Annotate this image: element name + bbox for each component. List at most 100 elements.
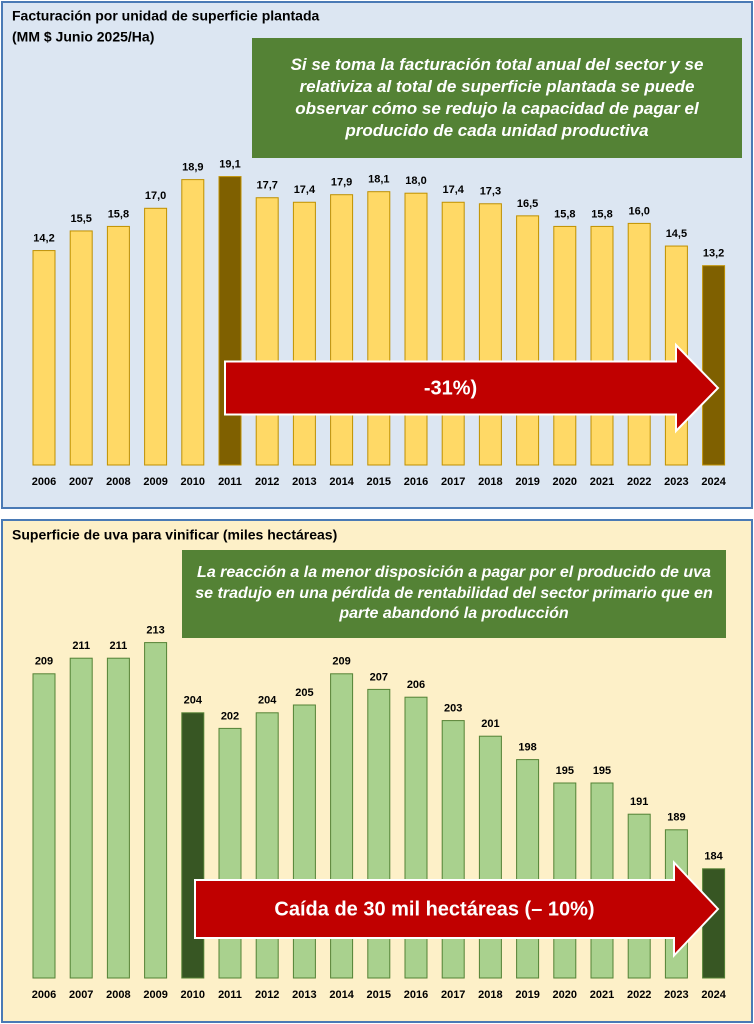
x-tick-label: 2019 [515, 476, 539, 488]
bar [516, 759, 540, 979]
bar [627, 222, 651, 466]
value-label: 209 [35, 656, 53, 668]
value-label: 18,9 [182, 162, 203, 174]
value-label: 17,0 [145, 190, 166, 202]
bar [292, 201, 316, 466]
bar [590, 225, 614, 466]
bar [441, 201, 465, 466]
x-tick-label: 2012 [255, 476, 279, 488]
bar [255, 197, 279, 466]
value-label: 203 [444, 703, 462, 715]
x-tick-label: 2007 [69, 989, 93, 1001]
chart-title: Facturación por unidad de superficie pla… [12, 8, 319, 24]
value-label: 211 [72, 640, 90, 652]
value-label: 206 [407, 679, 425, 691]
bar [218, 176, 242, 466]
bar [218, 727, 242, 979]
x-tick-label: 2020 [553, 476, 577, 488]
x-tick-label: 2006 [32, 989, 56, 1001]
annotation: La reacción a la menor disposición a pag… [182, 550, 726, 638]
value-label: 205 [295, 687, 313, 699]
bar [144, 642, 168, 979]
value-label: 17,3 [480, 186, 501, 198]
bar [367, 191, 391, 466]
value-label: 13,2 [703, 248, 724, 260]
arrow-label: Caída de 30 mil hectáreas (– 10%) [274, 898, 594, 920]
x-tick-label: 2011 [218, 989, 242, 1001]
chart-subtitle: (MM $ Junio 2025/Ha) [12, 29, 154, 45]
bar [106, 225, 130, 466]
bar [702, 265, 726, 466]
x-tick-label: 2010 [181, 476, 205, 488]
value-label: 17,4 [294, 184, 316, 196]
value-label: 14,2 [33, 232, 54, 244]
x-tick-label: 2012 [255, 989, 279, 1001]
bar [181, 179, 205, 466]
value-label: 201 [481, 718, 499, 730]
value-label: 15,8 [554, 208, 575, 220]
bar [516, 215, 540, 466]
x-tick-label: 2022 [627, 989, 651, 1001]
value-label: 16,0 [628, 205, 649, 217]
x-tick-label: 2014 [329, 476, 354, 488]
bar [478, 203, 502, 466]
x-tick-label: 2013 [292, 476, 316, 488]
x-tick-label: 2023 [664, 989, 688, 1001]
value-label: 19,1 [219, 158, 240, 170]
x-tick-label: 2009 [143, 476, 167, 488]
x-tick-label: 2023 [664, 476, 688, 488]
value-label: 202 [221, 710, 239, 722]
arrow-label: -31%) [424, 377, 477, 399]
bar [106, 657, 130, 979]
value-label: 204 [184, 695, 203, 707]
value-label: 15,8 [591, 208, 612, 220]
bar [553, 225, 577, 466]
bar [69, 230, 93, 466]
value-label: 14,5 [666, 228, 687, 240]
value-label: 15,5 [70, 213, 91, 225]
value-label: 18,1 [368, 174, 389, 186]
x-tick-label: 2020 [553, 989, 577, 1001]
bar [32, 250, 56, 466]
x-tick-label: 2018 [478, 989, 502, 1001]
x-tick-label: 2015 [367, 989, 391, 1001]
x-tick-label: 2008 [106, 476, 130, 488]
value-label: 211 [110, 640, 128, 652]
value-label: 207 [370, 671, 388, 683]
x-tick-label: 2024 [701, 476, 726, 488]
x-tick-label: 2016 [404, 476, 428, 488]
value-label: 191 [630, 796, 648, 808]
value-label: 17,9 [331, 177, 352, 189]
bar [441, 720, 465, 979]
x-tick-label: 2022 [627, 476, 651, 488]
value-label: 195 [556, 765, 574, 777]
bar [702, 868, 726, 979]
arrow [194, 859, 720, 959]
value-label: 17,4 [442, 184, 464, 196]
x-tick-label: 2017 [441, 989, 465, 1001]
x-tick-label: 2013 [292, 989, 316, 1001]
x-tick-label: 2021 [590, 476, 614, 488]
value-label: 195 [593, 765, 611, 777]
value-label: 16,5 [517, 198, 538, 210]
x-tick-label: 2018 [478, 476, 502, 488]
value-label: 204 [258, 695, 277, 707]
bar [404, 192, 428, 466]
x-tick-label: 2014 [329, 989, 354, 1001]
x-tick-label: 2019 [515, 989, 539, 1001]
bar [478, 735, 502, 979]
value-label: 213 [146, 625, 164, 637]
x-tick-label: 2015 [367, 476, 391, 488]
value-label: 209 [332, 656, 350, 668]
arrow [224, 342, 720, 434]
x-tick-label: 2009 [143, 989, 167, 1001]
bar [144, 207, 168, 466]
value-label: 18,0 [405, 175, 426, 187]
x-tick-label: 2010 [181, 989, 205, 1001]
x-tick-label: 2011 [218, 476, 242, 488]
bar [32, 673, 56, 979]
bar [330, 194, 354, 466]
chart-title: Superficie de uva para vinificar (miles … [12, 527, 337, 543]
x-tick-label: 2008 [106, 989, 130, 1001]
